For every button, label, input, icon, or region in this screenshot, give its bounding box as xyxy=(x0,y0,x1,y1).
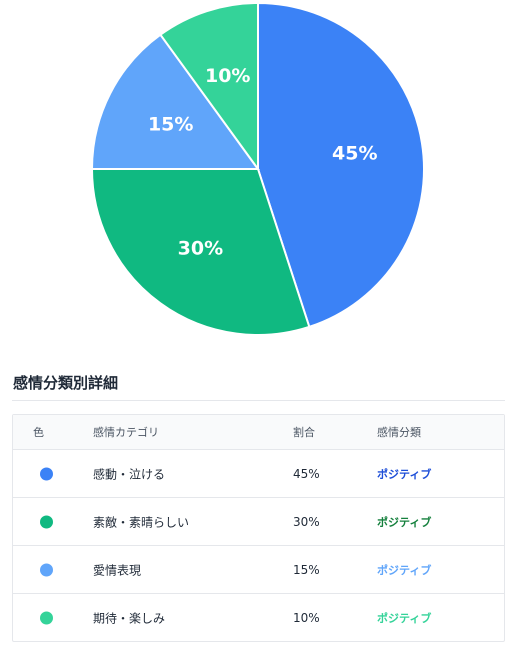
color-dot xyxy=(40,563,53,576)
slice-value-label: 10% xyxy=(205,65,250,87)
header-color: 色 xyxy=(33,426,44,439)
pie-slice xyxy=(159,1,259,173)
detail-table: 色 感情カテゴリ 割合 感情分類 感動・泣ける 45% ポジティブ 素敵・素晴ら… xyxy=(12,414,505,642)
table-row: 素敵・素晴らしい 30% ポジティブ xyxy=(13,498,504,546)
pie-slice xyxy=(257,1,425,329)
table-header: 色 感情カテゴリ 割合 感情分類 xyxy=(13,415,504,450)
color-dot xyxy=(40,515,53,528)
table-row: 期待・楽しみ 10% ポジティブ xyxy=(13,594,504,641)
slice-value-label: 15% xyxy=(148,114,193,136)
category-name: 愛情表現 xyxy=(93,563,142,577)
classification-badge: ポジティブ xyxy=(377,611,432,625)
ratio-value: 45% xyxy=(293,466,320,481)
pie-labels: 45% 30% 15% 10% xyxy=(148,65,378,259)
header-category: 感情カテゴリ xyxy=(93,426,159,439)
pie-slice xyxy=(90,33,260,170)
header-classification: 感情分類 xyxy=(377,426,421,439)
section-title: 感情分類別詳細 xyxy=(13,374,119,392)
classification-badge: ポジティブ xyxy=(377,515,432,529)
ratio-value: 10% xyxy=(293,610,320,625)
category-name: 期待・楽しみ xyxy=(93,611,166,625)
ratio-value: 15% xyxy=(293,562,320,577)
ratio-value: 30% xyxy=(293,514,320,529)
color-dot xyxy=(40,611,53,624)
category-name: 感動・泣ける xyxy=(93,467,166,481)
header-ratio: 割合 xyxy=(293,426,315,439)
pie-slice xyxy=(90,168,311,336)
classification-badge: ポジティブ xyxy=(377,563,432,577)
classification-badge: ポジティブ xyxy=(377,467,432,481)
table-row: 感動・泣ける 45% ポジティブ xyxy=(13,450,504,498)
slice-value-label: 45% xyxy=(332,143,377,165)
category-name: 素敵・素晴らしい xyxy=(93,515,190,529)
title-divider xyxy=(12,400,505,401)
color-dot xyxy=(40,467,53,480)
pie-chart: 45% 30% 15% 10% xyxy=(90,1,425,336)
slice-value-label: 30% xyxy=(178,237,223,259)
pie-slices xyxy=(90,1,425,336)
table-row: 愛情表現 15% ポジティブ xyxy=(13,546,504,594)
